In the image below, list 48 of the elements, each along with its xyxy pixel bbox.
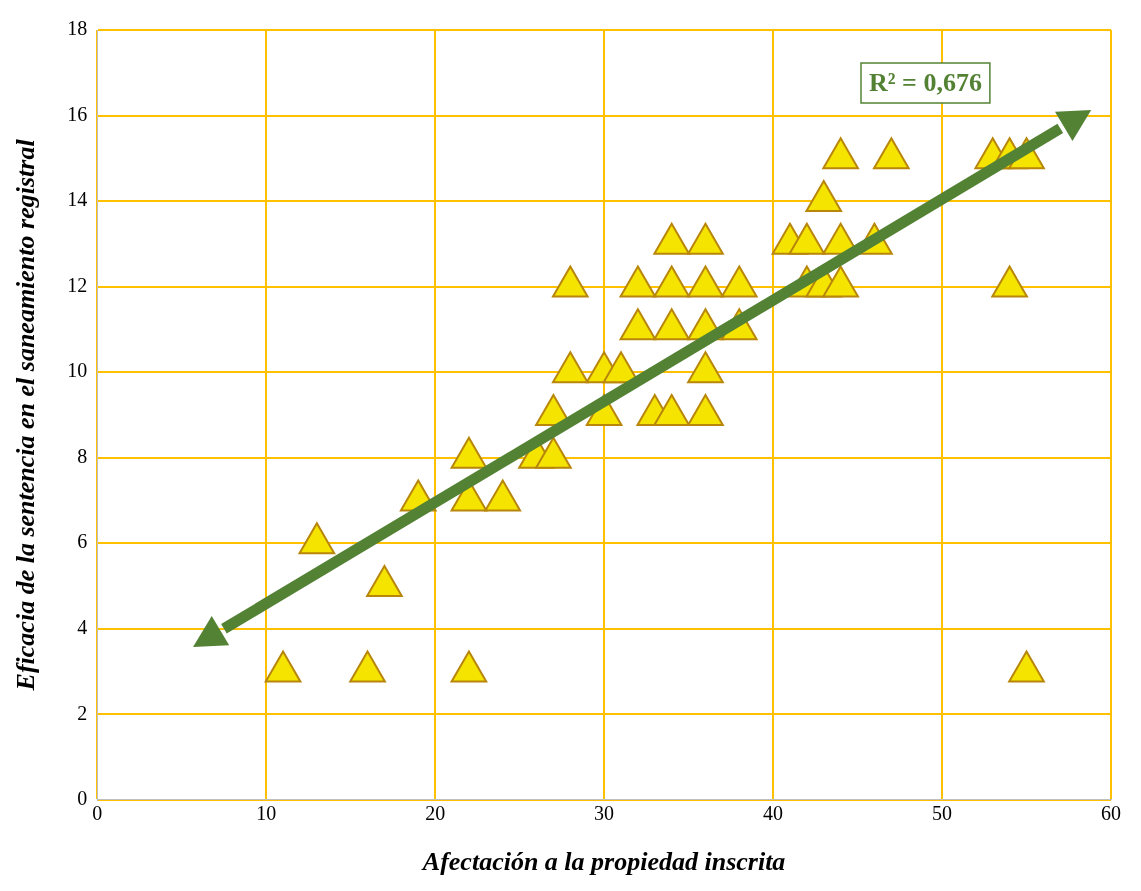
y-tick-label: 2 [77,701,88,724]
point [298,522,336,555]
x-tick-label: 30 [594,802,615,825]
x-tick-label: 20 [425,802,446,825]
point [805,180,843,213]
point [822,265,859,298]
x-tick-label: 40 [763,802,784,825]
y-tick-label: 10 [67,359,88,382]
y-tick-label: 4 [77,615,88,638]
point [873,137,910,170]
point [366,564,403,597]
y-tick-label: 6 [77,530,88,553]
point [450,436,488,469]
point [1008,650,1045,683]
point [551,265,589,298]
y-tick-label: 0 [77,787,88,810]
x-tick-label: 50 [932,802,953,825]
point [653,265,691,298]
point [535,436,572,469]
point [450,650,488,683]
y-axis-title: Eficacia de la sentencia en el saneamiento registral [11,138,41,692]
x-tick-label: 0 [92,802,103,825]
point [720,265,758,298]
point [653,308,691,341]
point [619,265,657,298]
x-tick-label: 60 [1101,802,1121,825]
y-tick-label: 18 [67,17,88,40]
point [687,393,724,426]
point [264,650,302,683]
point [687,351,724,384]
y-tick-label: 14 [67,188,88,211]
point [991,265,1028,298]
y-tick-label: 8 [77,444,88,467]
point [822,137,859,170]
point [619,308,657,341]
y-tick-label: 12 [67,273,88,296]
point [687,265,724,298]
point [788,222,826,255]
x-axis-title: Afectación a la propiedad inscrita [420,847,786,877]
point [687,222,724,255]
point [484,479,522,512]
point [653,393,691,426]
x-tick-label: 10 [256,802,277,825]
point [653,222,691,255]
point [349,650,386,683]
point [551,351,589,384]
annotation: R² = 0,676 [869,67,982,97]
y-tick-label: 16 [67,102,88,125]
